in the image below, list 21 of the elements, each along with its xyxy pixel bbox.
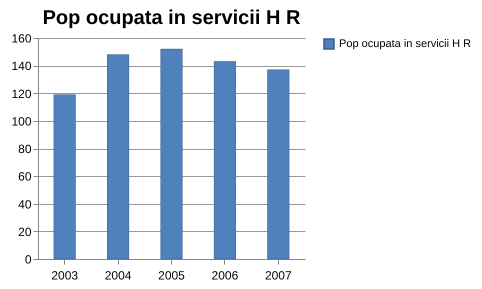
y-tick-label: 40 xyxy=(18,197,32,212)
x-tick-label: 2003 xyxy=(51,268,78,282)
x-tick-label: 2004 xyxy=(104,268,132,282)
y-tick-label: 60 xyxy=(18,170,32,184)
bar xyxy=(54,94,76,260)
y-tick-label: 0 xyxy=(24,252,32,266)
y-tick-label: 100 xyxy=(11,114,32,128)
x-tick-label: 2007 xyxy=(264,268,292,282)
bar xyxy=(214,61,236,260)
chart-title: Pop ocupata in servicii H R xyxy=(42,7,301,29)
bar xyxy=(107,54,130,260)
y-tick-label: 120 xyxy=(11,86,32,101)
x-tick-label: 2006 xyxy=(212,268,239,282)
y-tick-label: 80 xyxy=(18,142,32,156)
y-tick-label: 20 xyxy=(18,224,32,239)
y-tick-label: 160 xyxy=(11,32,32,46)
x-tick-label: 2005 xyxy=(158,268,186,282)
legend-label: Pop ocupata in servicii H R xyxy=(339,38,472,50)
y-tick-label: 140 xyxy=(11,59,32,74)
bar xyxy=(267,70,290,260)
bar xyxy=(160,48,183,260)
